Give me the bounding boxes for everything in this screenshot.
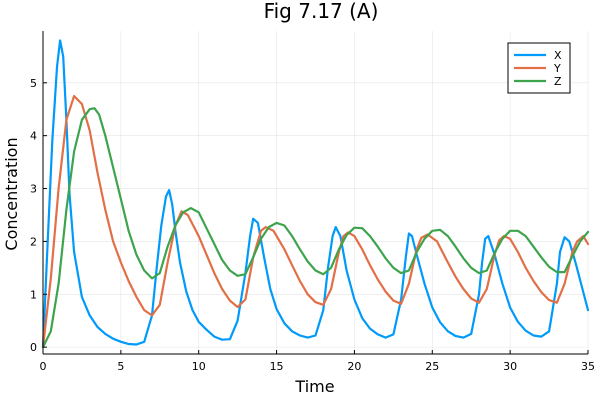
axes-layer: 0 5 10 15 20 25 30 35 0 1 2 3 4 5 <box>30 31 595 373</box>
x-tick-label: 15 <box>270 360 284 373</box>
y-tick-label: 2 <box>30 235 37 248</box>
x-axis-label: Time <box>294 377 334 396</box>
grid-layer <box>42 31 589 354</box>
series-line-x <box>41 39 590 349</box>
series-line-y <box>41 94 590 349</box>
x-tick-label: 25 <box>425 360 439 373</box>
y-tick-label: 4 <box>30 130 37 143</box>
series-layer <box>41 39 590 349</box>
legend-label-y: Y <box>553 62 561 75</box>
series-line-z <box>41 107 590 349</box>
y-axis-label: Concentration <box>2 137 21 250</box>
legend-label-z: Z <box>554 75 562 88</box>
x-tick-label: 20 <box>347 360 361 373</box>
x-tick-label: 5 <box>117 360 124 373</box>
y-tick-label: 1 <box>30 288 37 301</box>
x-tick-label: 35 <box>581 360 595 373</box>
x-tick-label: 10 <box>192 360 206 373</box>
legend-label-x: X <box>554 49 562 62</box>
x-tick-label: 0 <box>40 360 47 373</box>
y-tick-label: 0 <box>30 341 37 354</box>
x-tick-label: 30 <box>503 360 517 373</box>
y-tick-label: 5 <box>30 77 37 90</box>
chart-title: Fig 7.17 (A) <box>264 0 379 23</box>
y-tick-label: 3 <box>30 183 37 196</box>
legend: XYZ <box>507 42 571 94</box>
